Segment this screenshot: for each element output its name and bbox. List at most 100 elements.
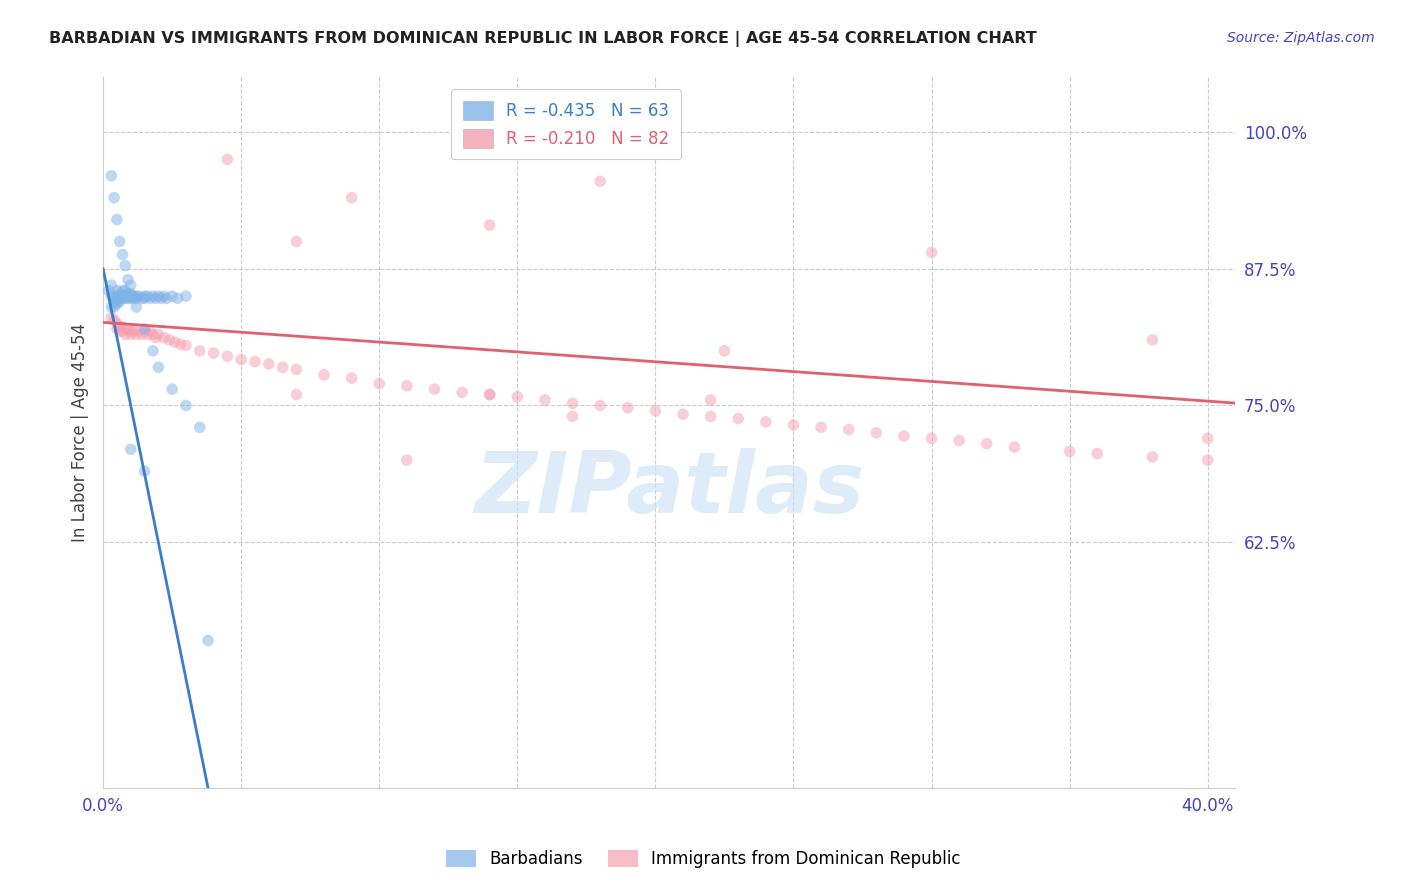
Point	[156, 291, 179, 305]
Point	[921, 431, 943, 445]
Point	[921, 245, 943, 260]
Point	[117, 287, 139, 301]
Point	[506, 390, 529, 404]
Point	[699, 409, 721, 424]
Point	[100, 300, 122, 314]
Point	[672, 407, 695, 421]
Point	[108, 291, 131, 305]
Point	[150, 291, 173, 305]
Point	[340, 191, 363, 205]
Point	[108, 324, 131, 338]
Point	[108, 319, 131, 334]
Point	[100, 278, 122, 293]
Point	[122, 291, 145, 305]
Point	[100, 311, 122, 326]
Point	[142, 343, 165, 358]
Point	[1085, 447, 1108, 461]
Point	[134, 324, 156, 338]
Point	[148, 360, 170, 375]
Point	[114, 259, 136, 273]
Point	[148, 289, 170, 303]
Point	[699, 392, 721, 407]
Point	[188, 420, 211, 434]
Point	[139, 324, 162, 338]
Point	[108, 287, 131, 301]
Point	[145, 291, 167, 305]
Point	[108, 294, 131, 309]
Point	[478, 387, 501, 401]
Point	[105, 322, 128, 336]
Point	[368, 376, 391, 391]
Point	[340, 371, 363, 385]
Y-axis label: In Labor Force | Age 45-54: In Labor Force | Age 45-54	[72, 323, 89, 542]
Point	[125, 289, 148, 303]
Point	[120, 324, 142, 338]
Point	[285, 362, 308, 376]
Point	[534, 392, 557, 407]
Point	[782, 418, 804, 433]
Point	[589, 174, 612, 188]
Point	[103, 289, 125, 303]
Point	[105, 212, 128, 227]
Point	[1142, 333, 1164, 347]
Point	[423, 382, 446, 396]
Point	[865, 425, 887, 440]
Point	[105, 291, 128, 305]
Point	[100, 289, 122, 303]
Point	[142, 327, 165, 342]
Point	[111, 289, 134, 303]
Point	[160, 289, 183, 303]
Point	[451, 385, 474, 400]
Point	[1059, 444, 1081, 458]
Text: BARBADIAN VS IMMIGRANTS FROM DOMINICAN REPUBLIC IN LABOR FORCE | AGE 45-54 CORRE: BARBADIAN VS IMMIGRANTS FROM DOMINICAN R…	[49, 31, 1038, 47]
Point	[97, 284, 120, 298]
Point	[111, 319, 134, 334]
Point	[561, 396, 583, 410]
Point	[139, 291, 162, 305]
Point	[217, 349, 239, 363]
Point	[257, 357, 280, 371]
Point	[727, 411, 749, 425]
Point	[131, 327, 153, 342]
Point	[134, 289, 156, 303]
Point	[131, 291, 153, 305]
Point	[395, 453, 418, 467]
Point	[111, 324, 134, 338]
Point	[125, 291, 148, 305]
Point	[271, 360, 294, 375]
Point	[478, 218, 501, 232]
Point	[948, 434, 970, 448]
Point	[478, 387, 501, 401]
Point	[103, 300, 125, 314]
Point	[120, 327, 142, 342]
Point	[120, 291, 142, 305]
Point	[125, 300, 148, 314]
Point	[893, 429, 915, 443]
Point	[202, 346, 225, 360]
Point	[1197, 431, 1219, 445]
Point	[134, 464, 156, 478]
Point	[157, 333, 180, 347]
Point	[120, 278, 142, 293]
Point	[153, 331, 176, 345]
Point	[111, 284, 134, 298]
Point	[713, 343, 735, 358]
Point	[1197, 453, 1219, 467]
Point	[120, 442, 142, 457]
Point	[285, 387, 308, 401]
Point	[136, 327, 159, 342]
Point	[589, 399, 612, 413]
Point	[285, 235, 308, 249]
Point	[114, 289, 136, 303]
Point	[105, 289, 128, 303]
Point	[136, 289, 159, 303]
Point	[125, 327, 148, 342]
Point	[163, 334, 186, 349]
Point	[128, 324, 150, 338]
Point	[188, 343, 211, 358]
Point	[114, 284, 136, 298]
Point	[148, 327, 170, 342]
Point	[114, 322, 136, 336]
Point	[111, 247, 134, 261]
Point	[105, 294, 128, 309]
